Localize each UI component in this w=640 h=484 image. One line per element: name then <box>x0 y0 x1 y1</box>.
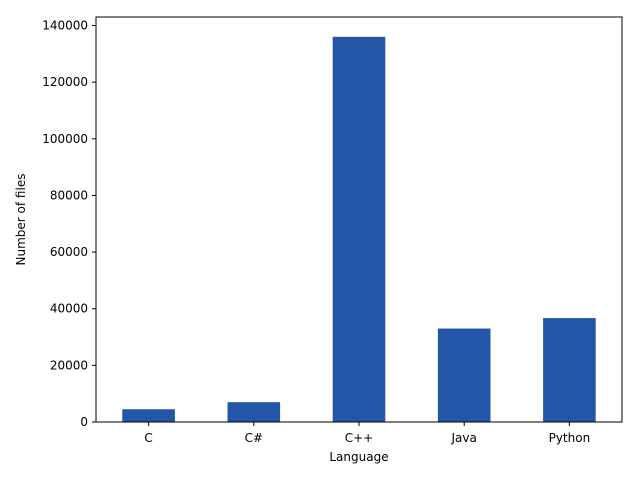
x-tick-label: C# <box>245 431 263 445</box>
bar-cpp <box>332 36 386 423</box>
y-axis: 0 20000 40000 60000 80000 100000 120000 140000 <box>42 18 96 429</box>
x-axis-label: Language <box>329 450 388 464</box>
x-tick-label: C++ <box>345 431 374 445</box>
x-tick-label: C <box>144 431 152 445</box>
bar-java <box>437 328 491 422</box>
y-tick-label: 0 <box>80 415 88 429</box>
x-tick-label: Java <box>451 431 477 445</box>
bar-csharp <box>227 402 281 422</box>
y-tick-label: 60000 <box>50 245 88 259</box>
y-tick-label: 140000 <box>42 18 88 32</box>
y-tick-label: 20000 <box>50 358 88 372</box>
plot-frame <box>95 16 623 423</box>
bar-c <box>122 409 175 422</box>
y-tick-label: 80000 <box>50 188 88 202</box>
bars-group <box>122 36 596 423</box>
y-tick-label: 40000 <box>50 302 88 316</box>
bar-python <box>543 318 596 422</box>
y-axis-label: Number of files <box>14 174 28 266</box>
x-tick-label: Python <box>549 431 591 445</box>
x-axis: C C# C++ Java Python <box>144 422 590 445</box>
y-tick-label: 100000 <box>42 132 88 146</box>
y-tick-label: 120000 <box>42 75 88 89</box>
